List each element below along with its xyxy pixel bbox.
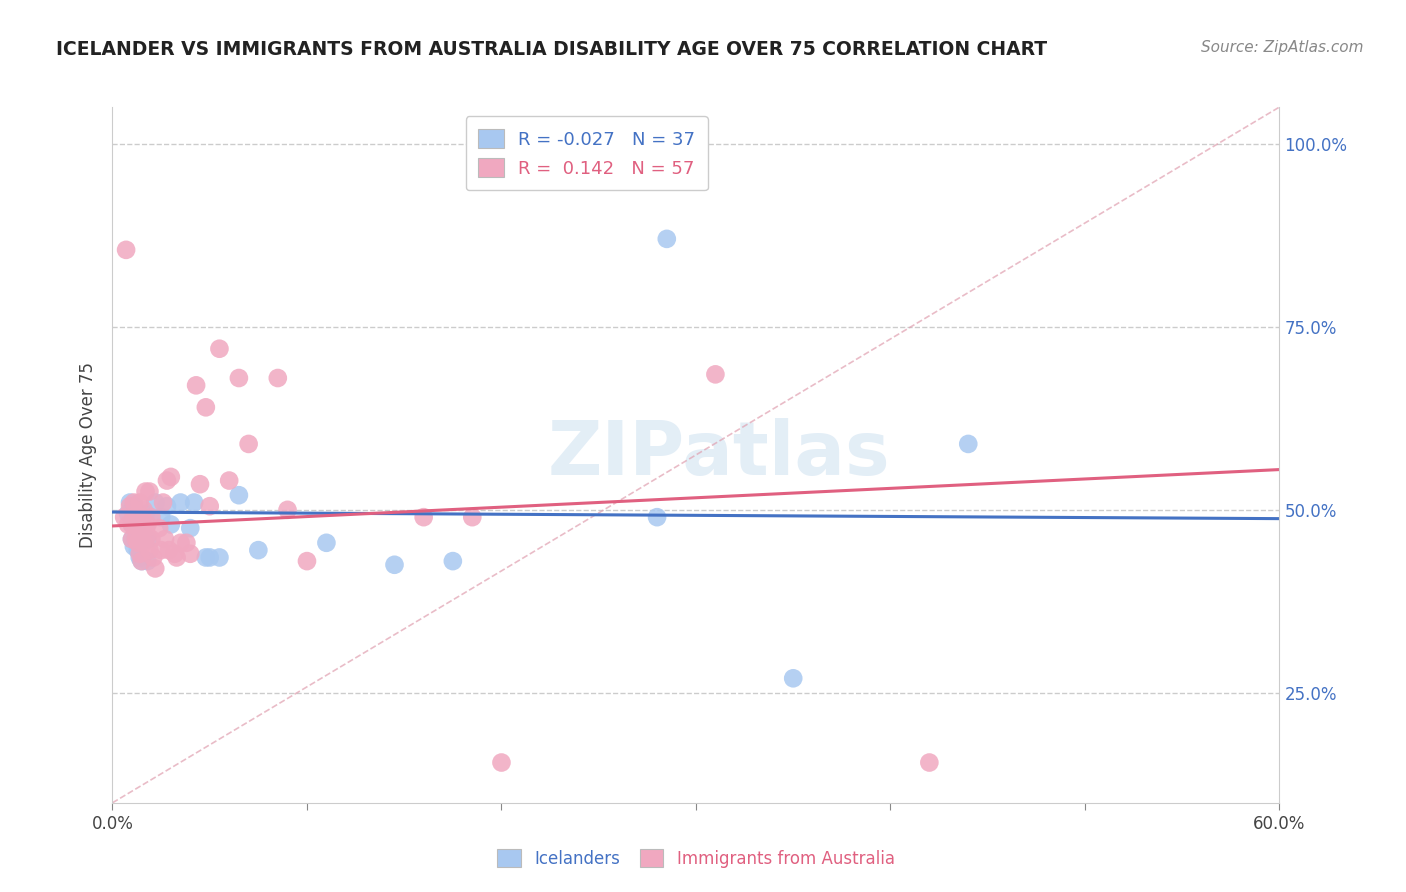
- Point: [157, 543, 180, 558]
- Point: [132, 503, 155, 517]
- Point: [125, 532, 148, 546]
- Point: [138, 484, 160, 499]
- Point: [176, 536, 198, 550]
- Point: [782, 671, 804, 685]
- Point: [143, 561, 166, 575]
- Point: [179, 547, 201, 561]
- Point: [228, 488, 250, 502]
- Point: [128, 532, 150, 546]
- Point: [156, 499, 179, 513]
- Point: [198, 499, 221, 513]
- Point: [136, 554, 159, 568]
- Point: [491, 756, 513, 770]
- Point: [441, 554, 464, 568]
- Point: [179, 521, 201, 535]
- Point: [208, 550, 231, 565]
- Point: [131, 510, 153, 524]
- Point: [125, 517, 148, 532]
- Point: [188, 477, 211, 491]
- Point: [153, 532, 176, 546]
- Point: [198, 550, 221, 565]
- Point: [122, 540, 145, 554]
- Point: [127, 543, 149, 558]
- Point: [131, 510, 153, 524]
- Point: [295, 554, 318, 568]
- Point: [125, 532, 148, 546]
- Point: [166, 550, 188, 565]
- Point: [645, 510, 668, 524]
- Point: [128, 495, 150, 509]
- Point: [194, 550, 217, 565]
- Point: [142, 550, 165, 565]
- Point: [218, 474, 240, 488]
- Point: [121, 532, 143, 546]
- Point: [160, 470, 183, 484]
- Legend: Icelanders, Immigrants from Australia: Icelanders, Immigrants from Australia: [491, 842, 901, 874]
- Point: [148, 521, 170, 535]
- Point: [136, 528, 159, 542]
- Point: [135, 507, 157, 521]
- Point: [122, 495, 145, 509]
- Point: [121, 517, 143, 532]
- Point: [131, 554, 153, 568]
- Point: [128, 550, 150, 565]
- Point: [125, 517, 148, 532]
- Point: [128, 547, 150, 561]
- Text: ICELANDER VS IMMIGRANTS FROM AUSTRALIA DISABILITY AGE OVER 75 CORRELATION CHART: ICELANDER VS IMMIGRANTS FROM AUSTRALIA D…: [56, 40, 1047, 59]
- Point: [461, 510, 484, 524]
- Point: [655, 232, 678, 246]
- Point: [184, 378, 207, 392]
- Point: [135, 484, 157, 499]
- Point: [127, 524, 149, 539]
- Point: [150, 510, 173, 524]
- Point: [141, 510, 163, 524]
- Point: [150, 543, 173, 558]
- Point: [194, 401, 217, 415]
- Point: [267, 371, 290, 385]
- Point: [247, 543, 270, 558]
- Point: [208, 342, 231, 356]
- Point: [315, 536, 337, 550]
- Point: [121, 517, 143, 532]
- Point: [136, 517, 159, 532]
- Point: [118, 495, 141, 509]
- Point: [132, 532, 155, 546]
- Point: [127, 536, 149, 550]
- Point: [135, 521, 157, 535]
- Point: [384, 558, 406, 572]
- Point: [117, 517, 139, 532]
- Point: [127, 517, 149, 532]
- Point: [163, 547, 186, 561]
- Point: [704, 368, 727, 382]
- Point: [131, 554, 153, 568]
- Point: [183, 495, 205, 509]
- Text: Source: ZipAtlas.com: Source: ZipAtlas.com: [1201, 40, 1364, 55]
- Point: [112, 510, 135, 524]
- Point: [412, 510, 434, 524]
- Point: [121, 532, 143, 546]
- Point: [169, 495, 191, 509]
- Point: [228, 371, 250, 385]
- Point: [122, 499, 145, 513]
- Point: [117, 507, 139, 521]
- Point: [141, 532, 163, 546]
- Point: [160, 517, 183, 532]
- Point: [276, 503, 298, 517]
- Point: [122, 510, 145, 524]
- Point: [118, 499, 141, 513]
- Point: [238, 437, 260, 451]
- Point: [132, 536, 155, 550]
- Point: [156, 474, 179, 488]
- Point: [957, 437, 980, 451]
- Point: [918, 756, 941, 770]
- Point: [143, 495, 166, 509]
- Point: [128, 507, 150, 521]
- Point: [136, 532, 159, 546]
- Text: ZIPatlas: ZIPatlas: [548, 418, 890, 491]
- Y-axis label: Disability Age Over 75: Disability Age Over 75: [79, 362, 97, 548]
- Point: [152, 495, 174, 509]
- Point: [138, 543, 160, 558]
- Point: [169, 536, 191, 550]
- Point: [115, 243, 138, 257]
